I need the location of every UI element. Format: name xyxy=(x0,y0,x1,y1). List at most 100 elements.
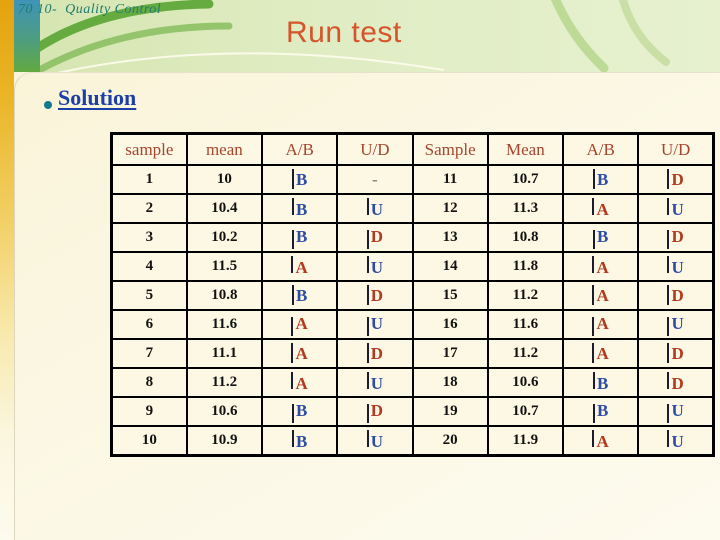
ud-mark-cell: U xyxy=(637,396,715,427)
sample-cell: 13 xyxy=(411,222,489,253)
ud-mark-cell: D xyxy=(336,338,414,369)
table-header-row: sample mean A/B U/D Sample Mean A/B U/D xyxy=(110,132,715,166)
mean-cell: 11.3 xyxy=(486,193,565,224)
content-panel xyxy=(14,72,720,540)
mean-cell: 10 xyxy=(185,164,264,195)
ud-mark-cell: D xyxy=(637,338,715,369)
col-header-mean-1: mean xyxy=(185,132,264,166)
ab-mark-cell: B xyxy=(561,164,640,195)
sample-cell: 7 xyxy=(110,338,188,369)
mean-cell: 10.7 xyxy=(486,396,565,427)
ud-mark-cell: D xyxy=(637,367,715,398)
ab-mark-cell: B xyxy=(260,396,339,427)
mean-cell: 10.6 xyxy=(486,367,565,398)
ud-mark-cell: U xyxy=(336,367,414,398)
ab-mark-cell: A xyxy=(260,251,339,282)
sample-cell: 1 xyxy=(110,164,188,195)
mean-cell: 11.2 xyxy=(486,280,565,311)
mean-cell: 10.6 xyxy=(185,396,264,427)
ab-mark-cell: B xyxy=(260,425,339,457)
sample-cell: 12 xyxy=(411,193,489,224)
ab-mark-cell: A xyxy=(260,309,339,340)
mean-cell: 11.1 xyxy=(185,338,264,369)
sample-cell: 10 xyxy=(110,425,188,457)
col-header-mean-2: Mean xyxy=(486,132,565,166)
ud-mark-cell: U xyxy=(637,193,715,224)
sample-cell: 2 xyxy=(110,193,188,224)
mean-cell: 11.2 xyxy=(185,367,264,398)
sample-cell: 3 xyxy=(110,222,188,253)
col-header-ab-1: A/B xyxy=(260,132,339,166)
mean-cell: 10.8 xyxy=(185,280,264,311)
mean-cell: 11.9 xyxy=(486,425,565,457)
table-row: 8 11.2 A U 18 10.6 B D xyxy=(110,367,715,398)
table-row: 10 10.9 B U 20 11.9 A U xyxy=(110,425,715,457)
slide-title: Run test xyxy=(286,16,402,49)
table-row: 6 11.6 A U 16 11.6 A U xyxy=(110,309,715,340)
mean-cell: 10.8 xyxy=(486,222,565,253)
mean-cell: 11.6 xyxy=(486,309,565,340)
sample-cell: 8 xyxy=(110,367,188,398)
table-row: 1 10 B - 11 10.7 B D xyxy=(110,164,715,195)
table-row: 7 11.1 A D 17 11.2 A D xyxy=(110,338,715,369)
ab-mark-cell: A xyxy=(561,193,640,224)
ab-mark-cell: B xyxy=(260,193,339,224)
ab-mark-cell: A xyxy=(561,309,640,340)
sample-cell: 9 xyxy=(110,396,188,427)
sample-cell: 16 xyxy=(411,309,489,340)
col-header-sample-1: sample xyxy=(110,132,188,166)
ud-mark-cell: U xyxy=(336,309,414,340)
ud-mark-cell: U xyxy=(637,309,715,340)
col-header-ud-1: U/D xyxy=(336,132,414,166)
corner-accent-block xyxy=(14,0,40,72)
sample-cell: 6 xyxy=(110,309,188,340)
ab-mark-cell: B xyxy=(260,222,339,253)
mean-cell: 11.5 xyxy=(185,251,264,282)
ab-mark-cell: B xyxy=(561,222,640,253)
table-row: 4 11.5 A U 14 11.8 A U xyxy=(110,251,715,282)
ud-mark-cell: U xyxy=(336,193,414,224)
ud-mark-cell: D xyxy=(637,222,715,253)
ud-mark-cell: D xyxy=(336,280,414,311)
ab-mark-cell: A xyxy=(260,338,339,369)
ab-mark-cell: B xyxy=(260,280,339,311)
sample-cell: 18 xyxy=(411,367,489,398)
ab-mark-cell: B xyxy=(561,367,640,398)
sample-cell: 5 xyxy=(110,280,188,311)
ud-mark-cell: D xyxy=(637,164,715,195)
ud-mark-cell: D xyxy=(637,280,715,311)
mean-cell: 10.9 xyxy=(185,425,264,457)
solution-link[interactable]: Solution xyxy=(58,85,137,110)
bullet-icon xyxy=(44,101,52,109)
mean-cell: 11.8 xyxy=(486,251,565,282)
col-header-ab-2: A/B xyxy=(561,132,640,166)
course-header-label: 70 10- Quality Control xyxy=(18,2,162,17)
ab-mark-cell: A xyxy=(561,338,640,369)
ab-mark-cell: A xyxy=(561,280,640,311)
sample-cell: 4 xyxy=(110,251,188,282)
sample-cell: 11 xyxy=(411,164,489,195)
ud-mark-cell: U xyxy=(336,251,414,282)
mean-cell: 11.6 xyxy=(185,309,264,340)
sample-cell: 17 xyxy=(411,338,489,369)
mean-cell: 10.2 xyxy=(185,222,264,253)
ud-mark-cell: U xyxy=(637,425,715,457)
run-test-table: sample mean A/B U/D Sample Mean A/B U/D … xyxy=(110,132,715,457)
sample-cell: 20 xyxy=(411,425,489,457)
ud-mark-cell: U xyxy=(637,251,715,282)
left-edge-bar xyxy=(0,0,14,540)
sample-cell: 14 xyxy=(411,251,489,282)
col-header-ud-2: U/D xyxy=(637,132,715,166)
mean-cell: 10.4 xyxy=(185,193,264,224)
table-row: 9 10.6 B D 19 10.7 B U xyxy=(110,396,715,427)
ab-mark-cell: B xyxy=(260,164,339,195)
mean-cell: 10.7 xyxy=(486,164,565,195)
ud-mark-cell: U xyxy=(336,425,414,457)
sample-cell: 19 xyxy=(411,396,489,427)
ab-mark-cell: B xyxy=(561,396,640,427)
sample-cell: 15 xyxy=(411,280,489,311)
ab-mark-cell: A xyxy=(260,367,339,398)
title-banner xyxy=(14,0,720,72)
ab-mark-cell: A xyxy=(561,251,640,282)
